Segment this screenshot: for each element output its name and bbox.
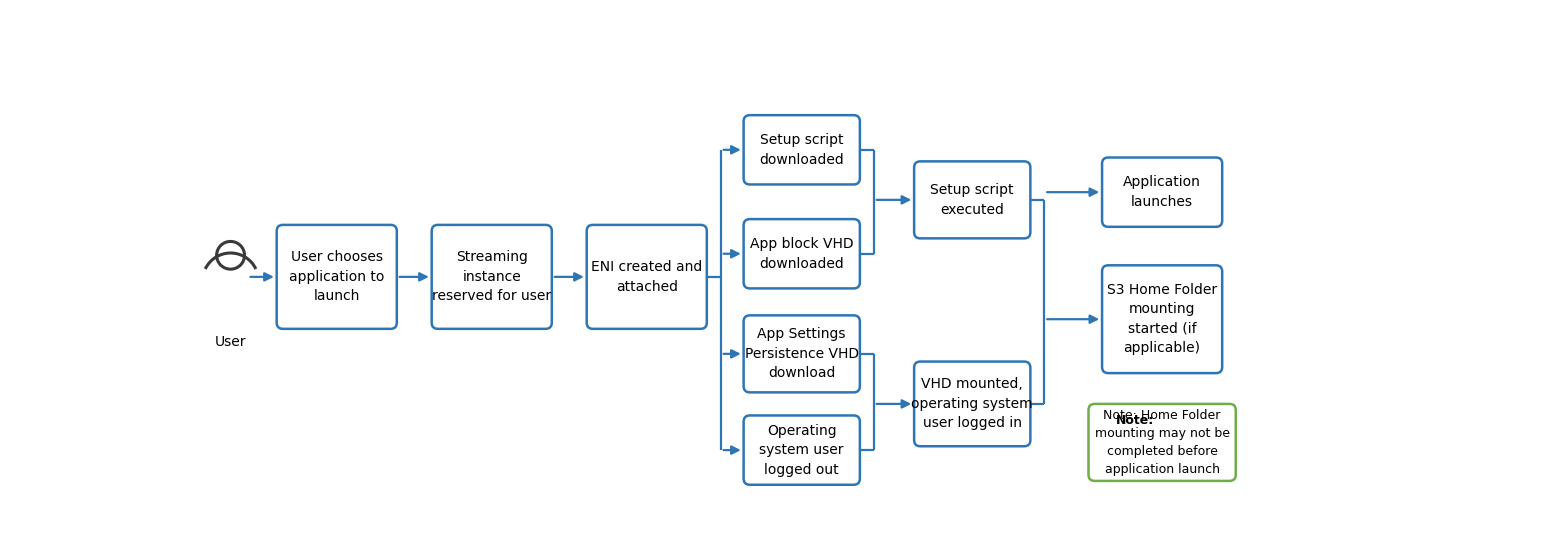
Text: User chooses
application to
launch: User chooses application to launch — [289, 250, 385, 304]
FancyBboxPatch shape — [744, 115, 860, 184]
Text: Note: Home Folder
mounting may not be
completed before
application launch: Note: Home Folder mounting may not be co… — [1095, 409, 1230, 476]
Text: User: User — [215, 334, 246, 349]
FancyBboxPatch shape — [277, 225, 398, 329]
Text: App block VHD
downloaded: App block VHD downloaded — [750, 237, 854, 271]
Text: VHD mounted,
operating system
user logged in: VHD mounted, operating system user logge… — [911, 377, 1033, 430]
FancyBboxPatch shape — [1089, 404, 1236, 481]
FancyBboxPatch shape — [744, 416, 860, 485]
FancyBboxPatch shape — [1101, 158, 1222, 227]
Text: S3 Home Folder
mounting
started (if
applicable): S3 Home Folder mounting started (if appl… — [1108, 283, 1217, 355]
Text: Operating
system user
logged out: Operating system user logged out — [760, 424, 845, 477]
Text: Setup script
downloaded: Setup script downloaded — [760, 133, 845, 166]
FancyBboxPatch shape — [432, 225, 552, 329]
FancyBboxPatch shape — [1101, 265, 1222, 373]
FancyBboxPatch shape — [744, 219, 860, 288]
Text: App Settings
Persistence VHD
download: App Settings Persistence VHD download — [744, 327, 859, 380]
Text: Note:: Note: — [1115, 414, 1154, 427]
FancyBboxPatch shape — [914, 161, 1030, 238]
FancyBboxPatch shape — [744, 315, 860, 393]
FancyBboxPatch shape — [586, 225, 707, 329]
Text: Application
launches: Application launches — [1123, 176, 1200, 209]
Text: ENI created and
attached: ENI created and attached — [591, 260, 702, 294]
Text: Setup script
executed: Setup script executed — [930, 183, 1013, 217]
Text: Streaming
instance
reserved for user: Streaming instance reserved for user — [432, 250, 551, 304]
FancyBboxPatch shape — [914, 362, 1030, 446]
